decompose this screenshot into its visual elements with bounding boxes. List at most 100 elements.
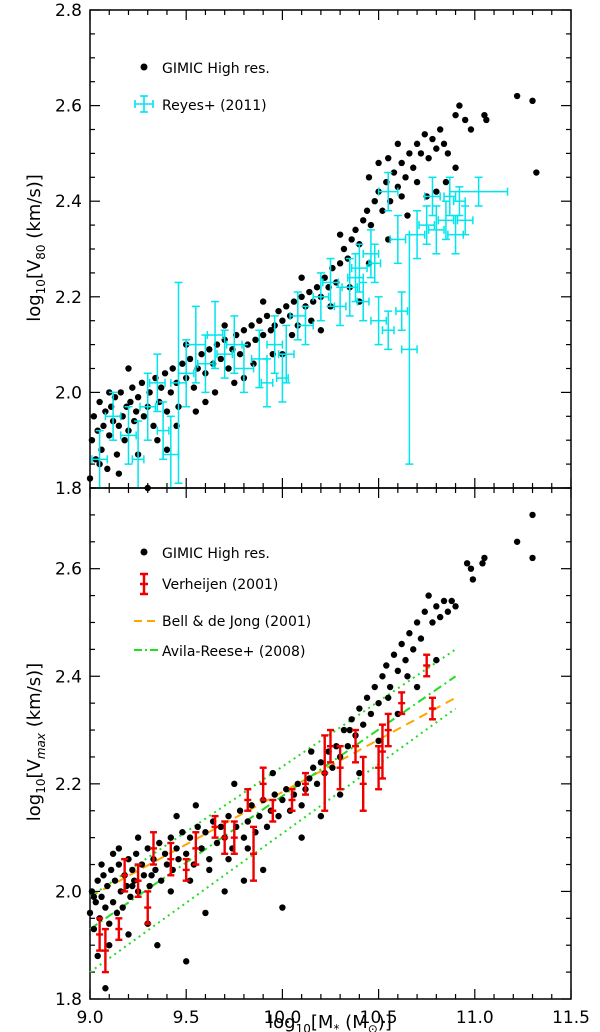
top-gimic-point [259, 298, 267, 305]
bottom-gimic-point [148, 872, 155, 879]
bottom-gimic-point [417, 635, 425, 642]
top-gimic-point [348, 236, 355, 243]
top-gimic-point [154, 437, 161, 444]
top-gimic-point [186, 355, 194, 363]
top-gimic-point [461, 116, 469, 124]
top-gimic-point [483, 116, 490, 124]
top-gimic-point [360, 217, 367, 224]
bottom-dotted-line [89, 707, 457, 973]
bottom-gimic-point [269, 769, 276, 777]
top-reyes-errorbar [139, 372, 157, 441]
top-gimic-point [290, 298, 298, 305]
bottom-gimic-point [154, 942, 161, 949]
top-y-tick-label: 2.2 [55, 288, 82, 308]
bottom-gimic-point [104, 882, 111, 890]
top-y-tick-label: 2.4 [55, 192, 82, 212]
top-gimic-point [413, 178, 421, 186]
top-gimic-point [363, 207, 371, 214]
bottom-gimic-point [144, 845, 151, 852]
bottom-gimic-point [132, 850, 140, 857]
top-gimic-point [140, 413, 148, 420]
bottom-gimic-point [356, 705, 363, 712]
top-gimic-point [179, 360, 186, 367]
top-y-tick-label: 2.8 [55, 1, 82, 21]
bottom-gimic-point [146, 882, 153, 890]
bottom-gimic-point [161, 850, 169, 857]
bottom-verheijen-errorbar [375, 744, 383, 791]
top-reyes-errorbar [206, 300, 224, 370]
top-gimic-point [404, 212, 411, 219]
top-reyes-errorbar [400, 233, 418, 465]
bottom-legend-gimic-label: GIMIC High res. [162, 546, 270, 562]
bottom-gimic-point [271, 791, 278, 798]
bottom-gimic-point [175, 855, 182, 863]
bottom-verheijen-errorbar [423, 653, 431, 678]
bottom-legend-verheijen-label: Verheijen (2001) [162, 577, 278, 593]
top-gimic-point [206, 346, 213, 353]
top-reyes-errorbar [443, 176, 457, 217]
bottom-bell-dejong-line [89, 696, 457, 898]
top-gimic-point [413, 140, 421, 148]
top-reyes-errorbar [333, 286, 347, 327]
bottom-gimic-point [236, 807, 244, 814]
bottom-verheijen-errorbar [250, 825, 258, 882]
top-gimic-point [127, 398, 134, 406]
bottom-gimic-point [129, 882, 136, 890]
bottom-x-tick-label: 10.5 [360, 1008, 398, 1028]
bottom-gimic-point [102, 985, 109, 992]
bottom-verheijen-errorbar [115, 917, 123, 942]
top-reyes-errorbar [277, 324, 295, 384]
bottom-gimic-point [390, 651, 398, 658]
bottom-verheijen-errorbar [121, 857, 129, 893]
bottom-gimic-point [94, 952, 101, 960]
top-reyes-errorbar [216, 329, 234, 379]
bottom-gimic-point [117, 888, 124, 895]
top-gimic-point [104, 465, 111, 473]
bottom-gimic-point [186, 877, 194, 884]
bottom-verheijen-errorbar [398, 691, 406, 716]
bottom-gimic-point [413, 683, 421, 691]
bottom-verheijen-errorbar [336, 744, 344, 791]
top-gimic-point [533, 169, 540, 176]
bottom-gimic-point [86, 909, 94, 917]
top-reyes-errorbar [196, 334, 214, 394]
bottom-gimic-point [421, 608, 428, 615]
bottom-gimic-point [336, 791, 344, 798]
top-legend-reyes-label: Reyes+ (2011) [162, 98, 267, 114]
bottom-gimic-point [383, 662, 390, 669]
bottom-gimic-point [529, 511, 536, 519]
top-gimic-point [336, 231, 344, 238]
bottom-gimic-point [406, 630, 413, 637]
top-reyes-errorbar [233, 343, 255, 394]
bottom-gimic-point [129, 866, 136, 874]
bottom-gimic-point [109, 850, 117, 857]
bottom-y-tick-label: 2.4 [55, 667, 82, 687]
bottom-gimic-point [433, 656, 440, 664]
bottom-y-tick-label: 2.0 [55, 882, 82, 902]
bottom-verheijen-errorbar [244, 788, 252, 812]
top-reyes-errorbar [156, 401, 170, 461]
bottom-gimic-point [94, 877, 101, 884]
bottom-gimic-point [111, 877, 119, 884]
top-reyes-errorbar [368, 243, 382, 284]
bottom-gimic-point [244, 818, 251, 825]
bottom-verheijen-errorbar [378, 723, 386, 780]
bottom-gimic-point [113, 909, 121, 917]
bottom-gimic-point [375, 699, 382, 707]
bottom-gimic-point [398, 640, 405, 648]
top-gimic-point [365, 174, 373, 181]
top-reyes-errorbar [312, 272, 330, 322]
bottom-legend-bell-label: Bell & de Jong (2001) [162, 614, 311, 630]
bottom-legend-gimic-marker [140, 548, 148, 556]
top-reyes-errorbar [185, 305, 207, 384]
top-gimic-point [221, 322, 228, 329]
top-gimic-point [86, 475, 94, 482]
bottom-x-tick-label: 11.0 [456, 1008, 494, 1028]
top-gimic-point [217, 355, 225, 363]
bottom-gimic-point [309, 764, 317, 771]
top-gimic-point [198, 350, 205, 358]
top-reyes-errorbar [362, 229, 380, 279]
bottom-gimic-point [163, 861, 171, 868]
bottom-gimic-point [404, 673, 411, 680]
